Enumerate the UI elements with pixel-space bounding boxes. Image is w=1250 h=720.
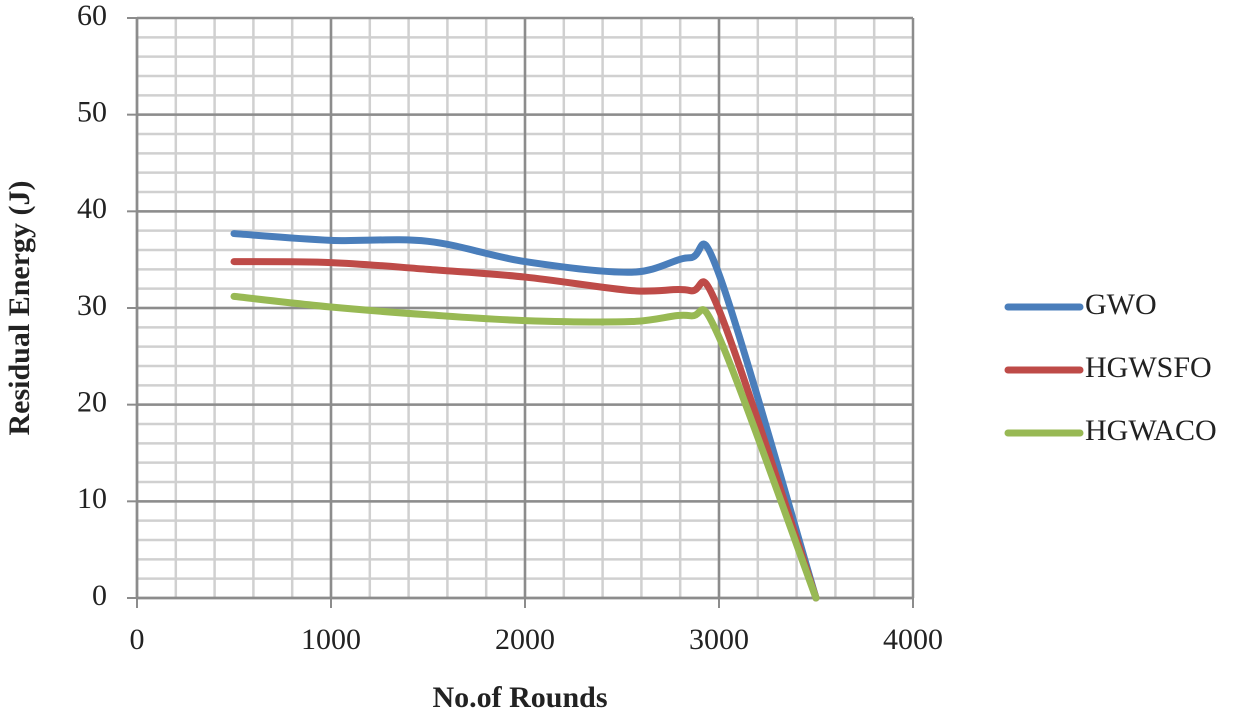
y-tick-label: 40 [77,192,107,225]
legend-label: HGWSFO [1085,351,1212,384]
x-axis-title: No.of Rounds [432,681,607,714]
y-tick-label: 50 [77,96,107,129]
x-tick-label: 2000 [495,623,555,656]
series-line [230,292,820,602]
y-tick-label: 0 [92,579,107,612]
y-tick-label: 10 [77,482,107,515]
x-tick-label: 0 [130,623,145,656]
x-tick-label: 3000 [689,623,749,656]
y-tick-label: 20 [77,386,107,419]
y-axis-title: Residual Energy (J) [3,181,36,436]
x-tick-label: 4000 [883,623,943,656]
legend-label: GWO [1085,288,1157,321]
x-tick-label: 1000 [301,623,361,656]
y-tick-label: 30 [77,289,107,322]
series-line [230,258,820,602]
series-line [230,230,820,602]
y-tick-label: 60 [77,0,107,32]
legend-label: HGWACO [1085,414,1217,447]
